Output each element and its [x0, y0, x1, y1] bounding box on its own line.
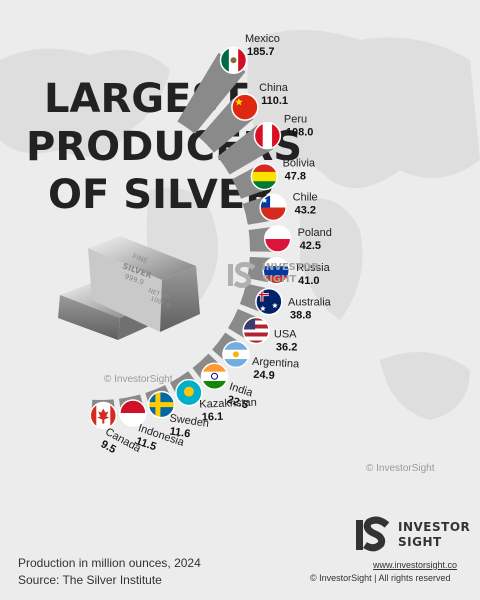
label-china: China [259, 82, 289, 94]
label-argentina: Argentina [252, 356, 301, 371]
label-sweden: Sweden [169, 412, 210, 430]
bar-mexico [177, 52, 246, 134]
brand-name: INVESTOR SIGHT [398, 520, 470, 550]
label-peru: Peru [284, 113, 307, 125]
center-watermark-line2: SIGHT [262, 274, 297, 285]
value-argentina: 24.9 [253, 369, 275, 382]
flag-usa-icon [243, 317, 270, 344]
silver-ingot-illustration: FINE SILVER 999.9 NET WT 1000 g [58, 236, 200, 340]
watermark-left: © InvestorSight [104, 374, 173, 385]
footer-source: Source: The Silver Institute [18, 573, 162, 587]
flag-peru-icon [254, 122, 281, 149]
label-chile: Chile [293, 192, 318, 204]
value-mexico: 185.7 [247, 46, 275, 58]
flag-indonesia-icon [119, 400, 146, 427]
flag-russia-icon [263, 257, 290, 284]
watermark-right: © InvestorSight [366, 463, 435, 474]
center-watermark-line1: INVESTOR [262, 262, 319, 273]
label-mexico: Mexico [245, 33, 280, 45]
world-map-background [0, 30, 480, 420]
flag-mexico-icon [220, 47, 247, 74]
label-bolivia: Bolivia [283, 157, 316, 169]
flag-bolivia-icon [251, 163, 278, 190]
value-kazakhstan: 16.1 [202, 411, 224, 424]
center-logo-icon [228, 262, 256, 288]
flag-india-icon [201, 363, 228, 390]
center-watermark-brand: INVESTOR SIGHT [262, 262, 319, 286]
value-sweden: 11.6 [169, 425, 191, 440]
value-russia: 41.0 [298, 275, 319, 287]
value-china: 110.1 [261, 95, 288, 107]
flag-chile-icon [260, 194, 287, 221]
brand-name-line1: INVESTOR [398, 520, 471, 534]
brand-logo: INVESTOR SIGHT [354, 516, 474, 556]
flag-poland-icon [264, 226, 291, 252]
value-bolivia: 47.8 [285, 170, 306, 182]
label-russia: Russia [296, 262, 331, 274]
label-australia: Australia [288, 297, 332, 309]
value-usa: 36.2 [276, 342, 297, 354]
value-chile: 43.2 [295, 205, 316, 217]
footer-note: Production in million ounces, 2024 [18, 556, 201, 570]
value-poland: 42.5 [300, 240, 321, 252]
label-poland: Poland [298, 227, 332, 239]
brand-name-line2: SIGHT [398, 535, 442, 549]
value-australia: 38.8 [290, 310, 311, 322]
value-peru: 108.0 [286, 126, 314, 138]
flag-argentina-icon [222, 341, 249, 368]
label-usa: USA [274, 329, 297, 341]
brand-mark-icon [356, 516, 390, 552]
website-link[interactable]: www.investorsight.co [373, 560, 458, 570]
label-kazakhstan: Kazakhstan [199, 397, 257, 411]
copyright-text: © InvestorSight | All rights reserved [310, 573, 451, 583]
